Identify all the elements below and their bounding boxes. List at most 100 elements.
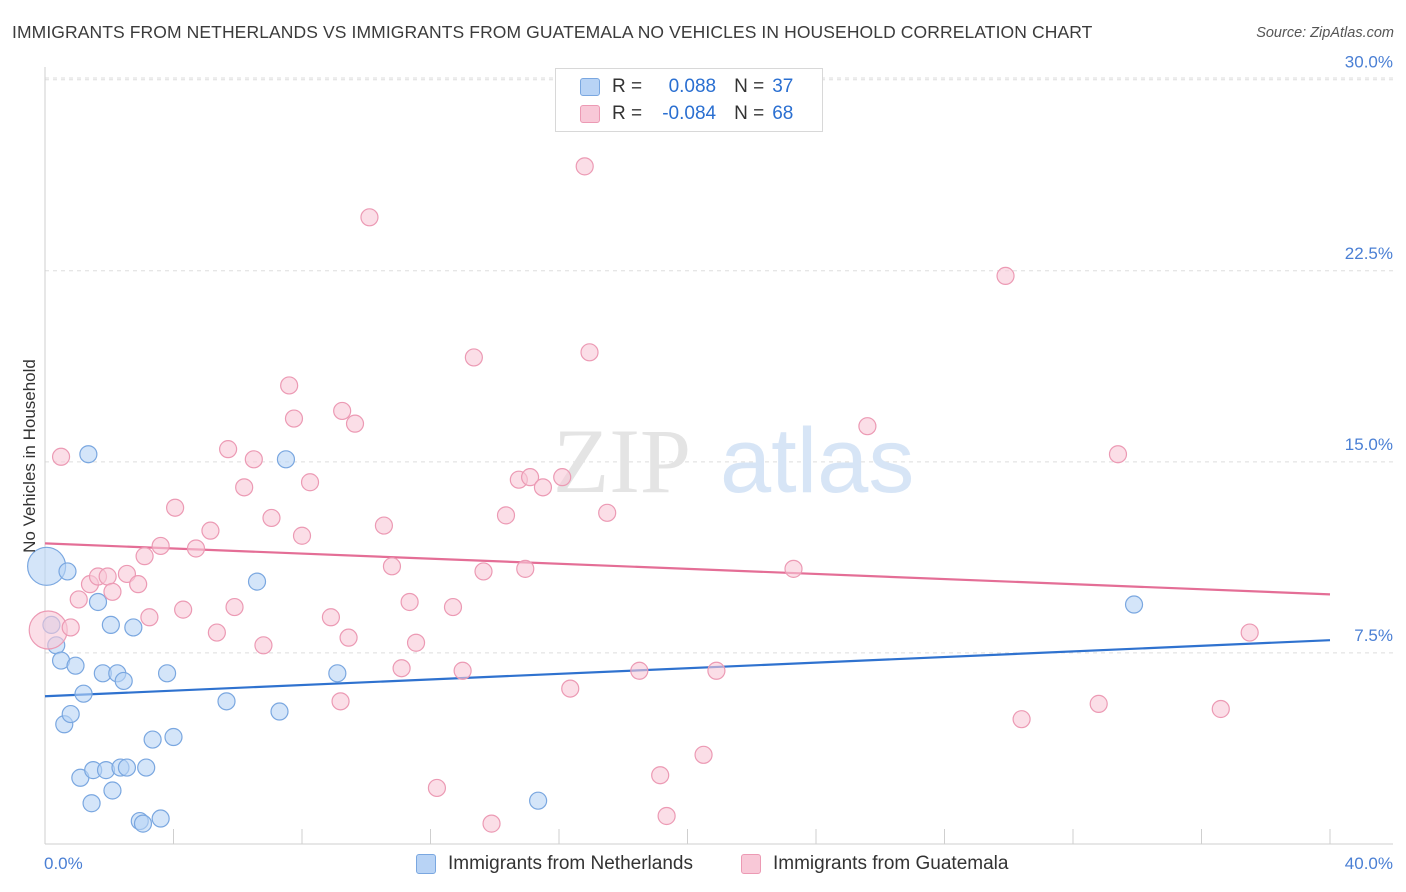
guatemala-point xyxy=(235,478,254,497)
guatemala-point xyxy=(98,567,117,586)
legend-row-netherlands: R = 0.088 N = 37 xyxy=(580,75,793,99)
watermark-zip: ZIP xyxy=(553,410,691,512)
netherlands-point xyxy=(529,791,548,810)
guatemala-point xyxy=(1240,623,1259,642)
guatemala-point xyxy=(575,157,594,176)
netherlands-point xyxy=(58,562,77,581)
y-tick-label: 30.0% xyxy=(1345,53,1393,72)
legend-swatch-pink xyxy=(580,105,600,123)
guatemala-point xyxy=(427,778,447,798)
bottom-legend-netherlands: Immigrants from Netherlands xyxy=(416,851,693,877)
guatemala-point xyxy=(345,414,365,433)
netherlands-point xyxy=(61,704,80,724)
guatemala-point xyxy=(598,503,617,522)
legend-swatch-blue xyxy=(580,78,600,96)
guatemala-point xyxy=(129,575,148,594)
guatemala-point xyxy=(464,348,483,367)
guatemala-point xyxy=(51,447,71,466)
netherlands-point xyxy=(137,758,156,777)
legend-r-label: R = xyxy=(612,103,643,124)
guatemala-point xyxy=(201,521,220,540)
netherlands-point xyxy=(143,730,162,749)
guatemala-point xyxy=(533,478,553,497)
netherlands-point xyxy=(66,656,85,675)
guatemala-point xyxy=(61,618,80,637)
netherlands-point xyxy=(328,664,347,683)
guatemala-point xyxy=(174,600,193,619)
bottom-legend-guatemala: Immigrants from Guatemala xyxy=(741,851,1008,877)
guatemala-point xyxy=(561,679,580,698)
netherlands-point xyxy=(79,445,98,464)
guatemala-point xyxy=(374,516,394,535)
guatemala-point xyxy=(292,526,312,545)
netherlands-point xyxy=(103,781,122,800)
correlation-legend: R = 0.088 N = 37 R = -0.084 N = 68 xyxy=(555,68,823,132)
guatemala-point xyxy=(651,766,670,785)
guatemala-point xyxy=(1012,710,1031,729)
netherlands-point xyxy=(133,814,153,833)
axes xyxy=(44,67,1393,845)
legend-n-label: N = xyxy=(734,76,765,97)
chart-title: IMMIGRANTS FROM NETHERLANDS VS IMMIGRANT… xyxy=(12,22,1093,42)
x-tick-label: 40.0% xyxy=(1345,854,1393,873)
guatemala-point xyxy=(1089,694,1108,713)
watermark-atlas: atlas xyxy=(720,410,914,512)
netherlands-trend-line xyxy=(44,639,1331,698)
guatemala-point xyxy=(360,208,379,227)
legend-r-value: -0.084 xyxy=(662,103,717,124)
y-axis-label: No Vehicles in Household xyxy=(20,359,39,553)
netherlands-point xyxy=(276,450,296,469)
y-tick-label: 22.5% xyxy=(1345,244,1393,263)
guatemala-point xyxy=(284,409,304,428)
legend-row-guatemala: R = -0.084 N = 68 xyxy=(580,102,793,126)
data-points xyxy=(27,157,1259,833)
guatemala-point xyxy=(443,597,463,617)
guatemala-point xyxy=(28,610,68,650)
netherlands-point xyxy=(164,727,183,747)
guatemala-point xyxy=(69,590,88,609)
guatemala-point xyxy=(219,440,238,459)
guatemala-point xyxy=(630,661,649,680)
guatemala-point xyxy=(496,506,516,525)
guatemala-point xyxy=(321,608,341,627)
netherlands-point xyxy=(124,618,143,637)
guatemala-point xyxy=(453,661,472,680)
guatemala-point xyxy=(392,659,411,678)
guatemala-point xyxy=(482,814,501,833)
x-tick-label: 0.0% xyxy=(44,854,83,873)
legend-n-value: 37 xyxy=(772,76,794,97)
guatemala-point xyxy=(300,473,320,492)
source-label: Source: ZipAtlas.com xyxy=(1256,25,1394,41)
legend-n-label: N = xyxy=(734,103,765,124)
guatemala-point xyxy=(707,661,726,680)
guatemala-point xyxy=(262,508,281,528)
bottom-legend-label: Immigrants from Guatemala xyxy=(773,853,1009,874)
guatemala-point xyxy=(135,547,154,566)
netherlands-point xyxy=(157,664,177,683)
guatemala-point xyxy=(186,539,206,558)
netherlands-point xyxy=(247,572,267,591)
guatemala-point xyxy=(280,376,299,395)
guatemala-point xyxy=(694,745,713,764)
guatemala-point xyxy=(254,636,273,655)
guatemala-point xyxy=(339,628,358,647)
trend-lines xyxy=(44,542,1331,698)
guatemala-point xyxy=(103,582,122,601)
guatemala-point xyxy=(474,562,493,581)
guatemala-point xyxy=(784,559,803,578)
guatemala-point xyxy=(166,498,185,517)
guatemala-point xyxy=(858,417,877,436)
netherlands-point xyxy=(151,809,170,828)
netherlands-point xyxy=(1124,595,1144,614)
guatemala-point xyxy=(333,401,352,421)
guatemala-point xyxy=(151,536,170,556)
legend-r-value: 0.088 xyxy=(668,76,717,97)
guatemala-point xyxy=(331,692,350,711)
netherlands-point xyxy=(117,758,137,777)
guatemala-point xyxy=(207,623,226,642)
guatemala-point xyxy=(244,450,263,469)
netherlands-point xyxy=(74,684,93,703)
y-tick-label: 15.0% xyxy=(1345,435,1393,454)
guatemala-point xyxy=(580,343,599,362)
